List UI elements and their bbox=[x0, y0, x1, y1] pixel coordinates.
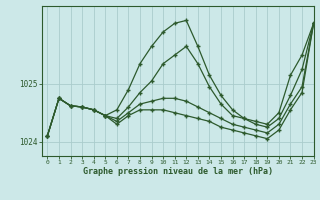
X-axis label: Graphe pression niveau de la mer (hPa): Graphe pression niveau de la mer (hPa) bbox=[83, 167, 273, 176]
